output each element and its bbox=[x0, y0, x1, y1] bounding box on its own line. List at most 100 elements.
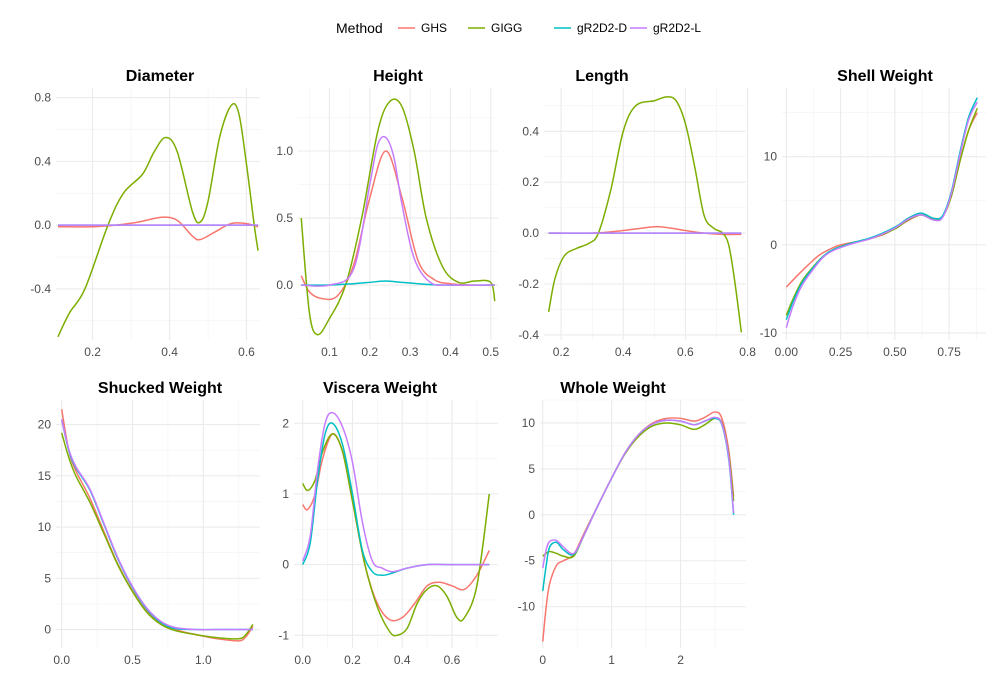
y-tick-label: -0.4 bbox=[30, 282, 51, 296]
series-line-gr2d2-l bbox=[542, 416, 735, 569]
y-tick-label: 0 bbox=[282, 558, 289, 572]
y-tick-label: 0 bbox=[44, 623, 51, 637]
y-tick-label: 1 bbox=[282, 487, 289, 501]
x-tick-label: 1 bbox=[608, 653, 615, 667]
y-tick-label: 10 bbox=[522, 416, 536, 430]
y-tick-label: 20 bbox=[38, 418, 52, 432]
major-gridlines bbox=[56, 400, 260, 648]
y-tick-label: 0.0 bbox=[522, 226, 539, 240]
legend-label-ghs: GHS bbox=[421, 21, 447, 35]
legend-title: Method bbox=[336, 20, 383, 36]
panel-height: Height 0.1 0.2 0.3 0.4 0.5 0.0 0.5 1.0 bbox=[276, 68, 499, 359]
x-tick-label: 0.2 bbox=[84, 345, 101, 359]
x-tick-label: 0.4 bbox=[161, 345, 178, 359]
y-tick-label: 2 bbox=[282, 416, 289, 430]
minor-gridlines bbox=[544, 88, 746, 340]
panel-diameter: Diameter 0.2 0.4 0.6 -0.4 0.0 0.4 0.8 bbox=[30, 68, 260, 359]
series-line-gr2d2-l bbox=[60, 419, 253, 631]
x-tick-label: 0.2 bbox=[361, 345, 378, 359]
legend-item-gr2d2-l: gR2D2-L bbox=[630, 21, 701, 35]
series-line-gr2d2-d bbox=[302, 422, 490, 577]
series-line-gigg bbox=[57, 102, 259, 338]
legend-item-gigg: GIGG bbox=[468, 21, 522, 35]
series-line-gigg bbox=[60, 432, 254, 640]
x-tick-label: 0.6 bbox=[238, 345, 255, 359]
x-tick-label: 0.2 bbox=[553, 345, 570, 359]
y-tick-label: 10 bbox=[38, 520, 52, 534]
y-tick-label: -0.2 bbox=[518, 277, 539, 291]
x-tick-label: 0.75 bbox=[937, 345, 961, 359]
minor-gridlines bbox=[56, 88, 260, 340]
x-tick-label: 0.50 bbox=[883, 345, 907, 359]
x-tick-label: 0.00 bbox=[775, 345, 799, 359]
x-tick-label: 0.4 bbox=[615, 345, 632, 359]
y-tick-label: 0.4 bbox=[34, 154, 51, 168]
legend-label-gr2d2-d: gR2D2-D bbox=[577, 21, 627, 35]
y-tick-label: 5 bbox=[44, 571, 51, 585]
series-line-gigg bbox=[547, 96, 743, 333]
x-tick-label: 0.0 bbox=[53, 653, 70, 667]
x-tick-label: 0.2 bbox=[344, 653, 361, 667]
minor-gridlines bbox=[540, 399, 746, 648]
minor-gridlines bbox=[298, 88, 498, 340]
panel-title: Viscera Weight bbox=[323, 380, 438, 397]
y-tick-label: 5 bbox=[528, 462, 535, 476]
y-tick-label: 0.0 bbox=[34, 218, 51, 232]
legend-label-gr2d2-l: gR2D2-L bbox=[653, 21, 701, 35]
y-tick-label: -0.4 bbox=[518, 328, 539, 342]
x-tick-label: 0.4 bbox=[442, 345, 459, 359]
minor-gridlines bbox=[782, 88, 986, 340]
major-gridlines bbox=[782, 88, 986, 340]
panel-title: Shucked Weight bbox=[98, 380, 223, 397]
x-tick-label: 0.6 bbox=[444, 653, 461, 667]
x-tick-label: 0.5 bbox=[482, 345, 499, 359]
panel-shucked-weight: Shucked Weight 0.0 0.5 1.0 0 5 10 15 20 bbox=[38, 380, 260, 667]
legend-item-ghs: GHS bbox=[398, 21, 447, 35]
y-tick-label: 15 bbox=[38, 469, 52, 483]
y-tick-label: 0.0 bbox=[276, 278, 293, 292]
series-line-gigg bbox=[300, 98, 496, 336]
x-tick-label: 0.5 bbox=[124, 653, 141, 667]
series-line-gr2d2-l bbox=[301, 135, 495, 287]
y-tick-label: -5 bbox=[524, 554, 535, 568]
series-line-gr2d2-l bbox=[785, 101, 978, 328]
panel-shell-weight: Shell Weight 0.00 0.25 0.50 0.75 -10 0 10 bbox=[760, 68, 986, 359]
panel-title: Shell Weight bbox=[837, 68, 933, 85]
x-tick-label: 0.0 bbox=[294, 653, 311, 667]
series-line-gigg bbox=[302, 433, 491, 637]
panel-title: Height bbox=[373, 68, 423, 85]
minor-gridlines bbox=[56, 400, 260, 648]
x-tick-label: 0.6 bbox=[677, 345, 694, 359]
x-tick-label: 0.3 bbox=[402, 345, 419, 359]
y-tick-label: 1.0 bbox=[276, 144, 293, 158]
series-line-gr2d2-l bbox=[301, 411, 490, 573]
panel-length: Length 0.2 0.4 0.6 0.8 -0.4 -0.2 0.0 0.2 0.4 bbox=[518, 68, 756, 359]
minor-gridlines bbox=[294, 400, 498, 648]
y-tick-label: 0.4 bbox=[522, 124, 539, 138]
x-tick-label: 0.4 bbox=[394, 653, 411, 667]
series-line-gigg bbox=[542, 417, 735, 559]
y-tick-label: 0 bbox=[528, 508, 535, 522]
major-gridlines bbox=[56, 88, 260, 340]
legend-label-gigg: GIGG bbox=[491, 21, 522, 35]
x-tick-label: 0.1 bbox=[321, 345, 338, 359]
y-tick-label: 0 bbox=[770, 238, 777, 252]
x-tick-label: 1.0 bbox=[195, 653, 212, 667]
major-gridlines bbox=[298, 88, 498, 340]
panel-viscera-weight: Viscera Weight 0.0 0.2 0.4 0.6 -1 0 1 2 bbox=[278, 380, 498, 667]
y-tick-label: 0.2 bbox=[522, 175, 539, 189]
series-line-ghs bbox=[57, 216, 259, 241]
panel-title: Whole Weight bbox=[560, 380, 666, 397]
panel-title: Diameter bbox=[126, 68, 194, 85]
x-tick-label: 0 bbox=[539, 653, 546, 667]
panel-whole-weight: Whole Weight 0 1 2 -10 -5 0 5 10 bbox=[518, 380, 746, 667]
legend: Method GHS GIGG gR2D2-D gR2D2-L bbox=[336, 20, 701, 36]
y-tick-label: 0.5 bbox=[276, 211, 293, 225]
y-tick-label: 10 bbox=[764, 150, 778, 164]
panel-title: Length bbox=[575, 68, 628, 85]
series-line-ghs bbox=[302, 433, 490, 622]
x-tick-label: 0.8 bbox=[739, 345, 756, 359]
series-line-ghs bbox=[60, 409, 254, 642]
y-tick-label: -10 bbox=[518, 600, 536, 614]
series-line-gr2d2-d bbox=[60, 419, 253, 631]
